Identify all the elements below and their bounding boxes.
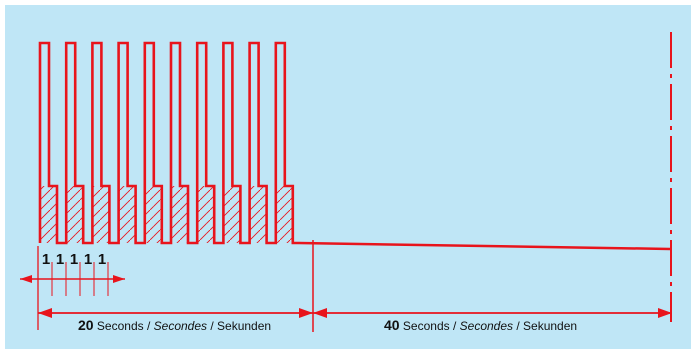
hatch-fill-step bbox=[284, 186, 293, 243]
second-interval-label: 40 Seconds / Secondes / Sekunden bbox=[384, 317, 577, 334]
second-interval-sep1: / bbox=[449, 319, 460, 333]
hatch-fill-step bbox=[101, 186, 110, 243]
hatch-fill-pulse bbox=[118, 186, 128, 243]
hatch-fill-step bbox=[49, 186, 57, 243]
signal-baseline bbox=[298, 32, 672, 322]
second-interval-word-fr: Secondes bbox=[459, 319, 514, 333]
step-arrow-left bbox=[20, 275, 32, 283]
second-interval-number: 40 bbox=[384, 317, 400, 333]
hatch-fill-pulse bbox=[144, 186, 154, 243]
second-interval-word-de: Sekunden bbox=[523, 319, 578, 333]
interval-arrow-mid-left bbox=[299, 308, 313, 318]
hatch-fill-pulse bbox=[197, 186, 207, 243]
pulse-step-label: 1 bbox=[55, 251, 65, 268]
first-interval-label: 20 Seconds / Secondes / Sekunden bbox=[78, 317, 271, 334]
first-interval-word-en: Seconds bbox=[96, 319, 144, 333]
hatch-fill-pulse bbox=[92, 186, 102, 243]
second-interval-word-en: Seconds bbox=[402, 319, 450, 333]
hatch-fill-step bbox=[258, 186, 267, 243]
step-arrow-right bbox=[113, 275, 125, 283]
pulse-waveform bbox=[38, 41, 299, 245]
hatch-fill-step bbox=[127, 186, 136, 243]
hatch-fill-step bbox=[75, 186, 84, 243]
dimension-lines bbox=[20, 240, 672, 332]
hatched-low-level-blocks bbox=[40, 186, 293, 243]
interval-arrow-mid-right bbox=[313, 308, 327, 318]
hatch-fill-pulse bbox=[275, 186, 285, 243]
interval-arrow-right bbox=[658, 308, 672, 318]
hatch-fill-pulse bbox=[66, 186, 76, 243]
hatch-fill-pulse bbox=[223, 186, 233, 243]
first-interval-word-de: Sekunden bbox=[217, 319, 272, 333]
first-interval-word-fr: Secondes bbox=[153, 319, 208, 333]
hatch-fill-pulse bbox=[171, 186, 180, 243]
hatch-fill-step bbox=[180, 186, 188, 243]
first-interval-sep2: / bbox=[207, 319, 218, 333]
hatch-fill-step bbox=[232, 186, 241, 243]
pulse-step-label: 1 bbox=[83, 251, 93, 268]
first-interval-sep1: / bbox=[143, 319, 154, 333]
pulse-step-label: 1 bbox=[69, 251, 79, 268]
pulse-step-label: 1 bbox=[41, 251, 51, 268]
second-interval-sep2: / bbox=[513, 319, 524, 333]
hatch-fill-step bbox=[206, 186, 215, 243]
hatch-fill-pulse bbox=[40, 186, 49, 243]
hatch-fill-pulse bbox=[249, 186, 259, 243]
pulse-step-label: 1 bbox=[97, 251, 107, 268]
interval-arrow-left bbox=[38, 308, 52, 318]
first-interval-number: 20 bbox=[78, 317, 94, 333]
hatch-fill-step bbox=[153, 186, 162, 243]
signal-baseline-line bbox=[298, 241, 671, 251]
pulse-train bbox=[38, 41, 299, 245]
